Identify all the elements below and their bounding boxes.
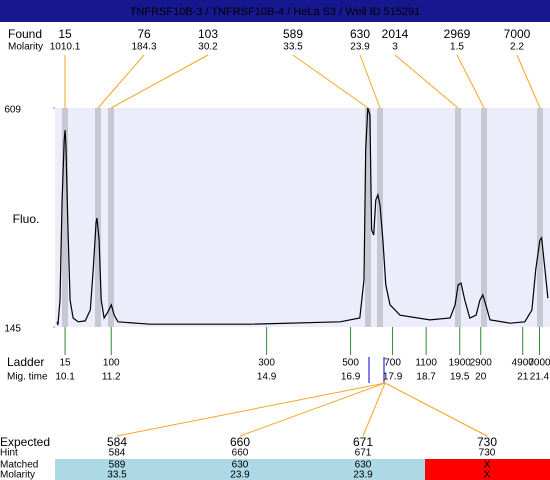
- matched-background: [55, 459, 425, 480]
- connector: [116, 382, 386, 437]
- ladder-size: 500: [342, 358, 359, 369]
- row-label: Molarity: [0, 470, 35, 480]
- found-molarity: 33.5: [283, 42, 303, 53]
- row-label: Expected: [0, 435, 50, 449]
- ladder-size: 1100: [415, 358, 437, 369]
- row-label: Matched: [0, 460, 38, 471]
- ladder-size: 100: [103, 358, 120, 369]
- expected-hint: 660: [232, 448, 249, 459]
- expected-matched: 630: [355, 460, 372, 471]
- peak-band: [108, 108, 114, 327]
- ladder-time: 17.9: [383, 372, 403, 383]
- found-molarity: 1.5: [450, 42, 464, 53]
- row-label: Molarity: [8, 42, 43, 53]
- found-size: 7000: [504, 27, 531, 41]
- expected-matched: 589: [109, 460, 126, 471]
- trace: [56, 107, 549, 326]
- peak-band: [455, 108, 461, 327]
- connector: [516, 54, 541, 109]
- ladder-time: 21.4: [530, 372, 550, 383]
- ladder-size: 1900: [449, 358, 472, 369]
- found-molarity: 2.2: [510, 42, 524, 53]
- ladder-size: 4900: [512, 358, 535, 369]
- peak-band: [537, 108, 543, 327]
- found-molarity: 23.9: [350, 42, 370, 53]
- expected-expected: 584: [107, 435, 127, 449]
- found-size: 76: [137, 27, 151, 41]
- expected-molarity: 23.9: [230, 470, 250, 480]
- y-tick-label: 609: [4, 105, 21, 116]
- ladder-size: 700: [384, 358, 401, 369]
- ladder-time: 21: [517, 372, 529, 383]
- found-molarity: 1010.1: [50, 42, 81, 53]
- expected-expected: 730: [477, 435, 497, 449]
- unmatched-background: [425, 459, 550, 480]
- connector: [384, 382, 488, 437]
- ladder-size: 15: [60, 358, 72, 369]
- found-size: 630: [350, 27, 370, 41]
- y-axis-label: Fluo.: [13, 212, 40, 226]
- found-molarity: 3: [392, 42, 398, 53]
- ladder-size: 7000: [528, 358, 550, 369]
- found-molarity: 184.3: [131, 42, 156, 53]
- ladder-time: 10.1: [55, 372, 75, 383]
- header-bar: [0, 0, 550, 22]
- expected-molarity: 23.9: [353, 470, 373, 480]
- found-size: 2014: [382, 27, 409, 41]
- ladder-time: 19.5: [450, 372, 470, 383]
- expected-matched: 630: [232, 460, 249, 471]
- header-title: TNFRSF10B-3 / TNFRSF10B-4 / HeLa S3 / We…: [130, 6, 421, 18]
- peak-band: [481, 108, 487, 327]
- expected-molarity: 33.5: [107, 470, 127, 480]
- found-size: 2969: [444, 27, 471, 41]
- found-size: 589: [283, 27, 303, 41]
- connector: [292, 54, 369, 109]
- ladder-time: 11.2: [102, 372, 121, 383]
- found-molarity: 30.2: [198, 42, 218, 53]
- expected-hint: 671: [355, 448, 372, 459]
- expected-molarity: X: [484, 470, 491, 480]
- ladder-time: 20: [475, 372, 487, 383]
- y-tick-label: 145: [4, 324, 21, 335]
- row-label: Hint: [0, 448, 18, 459]
- connector: [110, 54, 209, 109]
- ladder-time: 14.9: [257, 372, 277, 383]
- found-size: 103: [198, 27, 218, 41]
- connector: [239, 382, 386, 437]
- row-label: Mig. time: [7, 372, 48, 383]
- expected-matched: X: [484, 460, 491, 471]
- connector: [97, 54, 145, 109]
- row-label: Found: [8, 27, 42, 41]
- connector: [362, 382, 386, 437]
- ladder-time: 18.7: [416, 372, 436, 383]
- expected-expected: 660: [230, 435, 250, 449]
- expected-expected: 671: [353, 435, 373, 449]
- expected-hint: 584: [109, 448, 126, 459]
- connector: [394, 54, 459, 109]
- ladder-size: 300: [258, 358, 275, 369]
- peak-band: [365, 108, 371, 327]
- ladder-size: 2900: [470, 358, 493, 369]
- found-size: 15: [58, 27, 72, 41]
- connector: [359, 54, 381, 109]
- peak-band: [95, 108, 101, 327]
- expected-hint: 730: [479, 448, 496, 459]
- peak-band: [377, 108, 383, 327]
- ladder-time: 16.9: [341, 372, 361, 383]
- plot-area: [55, 108, 550, 327]
- connector: [456, 54, 485, 109]
- peak-band: [62, 108, 68, 327]
- row-label: Ladder: [7, 355, 44, 369]
